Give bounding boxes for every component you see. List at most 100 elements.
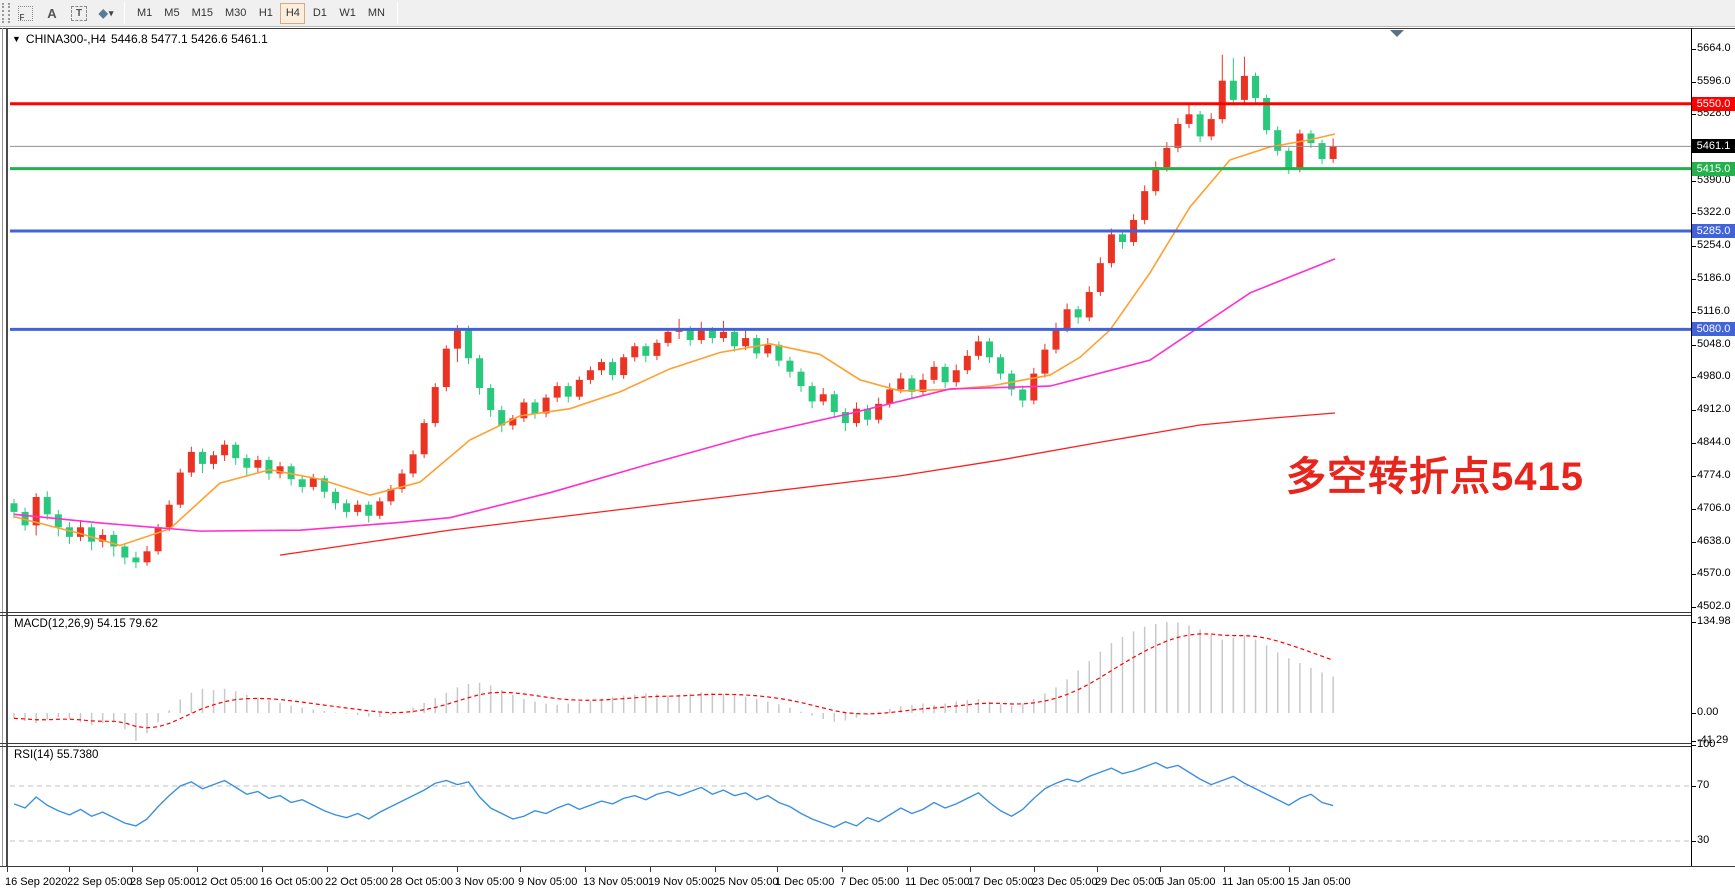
time-axis-tick (392, 867, 393, 872)
cycle-arrows-icon[interactable]: ◆ ▾ (98, 6, 114, 20)
price-badge-5550.0: 5550.0 (1692, 96, 1735, 111)
candles-layer (10, 54, 1337, 569)
dropdown-caret-icon: ▾ (108, 7, 114, 18)
axis-tick-label: -41.29 (1697, 733, 1729, 746)
time-axis-label: 28 Sep 05:00 (130, 876, 196, 888)
axis-tick-label: 5254.0 (1697, 238, 1731, 251)
text-frame-glyph: T (71, 5, 87, 21)
toolbar-separator (396, 2, 398, 24)
timeframe-button-d1[interactable]: D1 (312, 7, 327, 19)
time-axis-label: 7 Dec 05:00 (840, 876, 900, 888)
axis-tick-label: 5116.0 (1697, 305, 1730, 318)
time-axis-label: 17 Dec 05:00 (968, 876, 1034, 888)
dotted-grid-f-glyph: F (17, 5, 33, 22)
axis-tick-label: 5048.0 (1697, 337, 1731, 350)
time-axis-label: 22 Sep 05:00 (67, 876, 133, 888)
time-axis-label: 12 Oct 05:00 (195, 876, 258, 888)
chart-title-symbol: CHINA300-,H4 (25, 32, 106, 46)
chart-text-annotation[interactable]: 多空转折点5415 (1286, 455, 1584, 499)
axis-tick-label: 4502.0 (1697, 599, 1731, 612)
price-badge-5080.0: 5080.0 (1692, 322, 1735, 337)
time-axis-tick (457, 867, 458, 872)
time-axis-label: 23 Dec 05:00 (1032, 876, 1098, 888)
toolbar-grip[interactable] (2, 3, 10, 23)
time-axis-label: 11 Jan 05:00 (1222, 876, 1285, 888)
toolbar: F A T ◆ ▾ M1 M5 M15 M30 H1 H4 D1 W1 MN (0, 0, 1735, 27)
axis-tick-label: 4844.0 (1697, 435, 1731, 448)
time-axis-tick (262, 867, 263, 872)
chart-shift-marker-icon[interactable] (1390, 30, 1404, 37)
time-axis-tick (69, 867, 70, 872)
axis-tick (1691, 740, 1696, 742)
panel-separator-macd-rsi-2 (0, 746, 1691, 747)
timeframe-button-group: M1 M5 M15 M30 H1 H4 D1 W1 MN (131, 2, 391, 24)
time-axis-tick (1160, 867, 1161, 872)
chart-window: ▼ CHINA300-,H4 5446.8 5477.1 5426.6 5461… (0, 28, 1735, 895)
timeframe-button-h4[interactable]: H4 (280, 2, 306, 24)
axis-tick (1691, 278, 1696, 280)
axis-tick-label: 4706.0 (1697, 502, 1731, 515)
timeframe-button-m1[interactable]: M1 (137, 7, 153, 19)
axis-tick (1691, 841, 1696, 842)
time-axis-tick (327, 867, 328, 872)
axis-tick-label: 5186.0 (1697, 271, 1731, 284)
time-axis-tick (715, 867, 716, 872)
time-axis-label: 16 Sep 2020 (5, 876, 68, 888)
time-axis-tick (650, 867, 651, 872)
time-axis-tick (1034, 867, 1035, 872)
timeframe-button-m15[interactable]: M15 (191, 7, 213, 19)
panel-separator-main-macd[interactable] (0, 612, 1691, 613)
dotted-grid-f-icon[interactable]: F (13, 2, 37, 24)
axis-tick-label: 4912.0 (1697, 403, 1731, 416)
time-axis-tick (1289, 867, 1290, 872)
axis-tick (1691, 442, 1696, 444)
axis-tick (1691, 606, 1696, 608)
axis-tick (1691, 509, 1696, 511)
axis-tick-label: 134.98 (1697, 615, 1731, 628)
axis-tick (1691, 622, 1696, 624)
time-axis-tick (907, 867, 908, 872)
axis-tick-label: 4638.0 (1697, 534, 1731, 547)
symbol-dropdown-triangle-icon[interactable]: ▼ (12, 34, 21, 44)
axis-tick-label: 4980.0 (1697, 370, 1731, 383)
axis-tick (1691, 541, 1696, 543)
axis-tick-label: 4570.0 (1697, 567, 1731, 580)
axis-tick (1691, 344, 1696, 346)
axis-tick (1691, 245, 1696, 247)
axis-tick (1691, 476, 1696, 478)
panel-separator-macd-rsi[interactable] (0, 743, 1691, 744)
panel-separator-main-macd-2 (0, 615, 1691, 616)
timeframe-button-m5[interactable]: M5 (164, 7, 180, 19)
timeframe-button-h1[interactable]: H1 (258, 7, 273, 19)
price-axis-border (1691, 28, 1692, 866)
price-badge-5415.0: 5415.0 (1692, 161, 1735, 176)
axis-tick-label: 5664.0 (1697, 42, 1731, 54)
time-axis-tick (1097, 867, 1098, 872)
time-axis-label: 3 Nov 05:00 (455, 876, 515, 888)
chart-canvas[interactable] (0, 28, 1735, 866)
text-label-icon[interactable]: A (47, 5, 57, 21)
macd-indicator-label: MACD(12,26,9) 54.15 79.62 (14, 618, 158, 630)
axis-tick-label: 30 (1697, 834, 1710, 846)
time-axis-label: 22 Oct 05:00 (325, 876, 388, 888)
axis-tick-label: 70 (1697, 779, 1710, 791)
time-axis-label: 29 Dec 05:00 (1095, 876, 1161, 888)
axis-tick-label: 5596.0 (1697, 74, 1731, 87)
time-axis-label: 19 Nov 05:00 (648, 876, 714, 888)
time-axis-label: 15 Jan 05:00 (1287, 876, 1351, 888)
time-axis-label: 13 Nov 05:00 (583, 876, 649, 888)
time-axis-tick (197, 867, 198, 872)
time-axis-label: 16 Oct 05:00 (260, 876, 323, 888)
timeframe-button-mn[interactable]: MN (367, 7, 385, 19)
time-axis-label: 9 Nov 05:00 (518, 876, 578, 888)
timeframe-button-m30[interactable]: M30 (224, 7, 247, 19)
time-axis-tick (132, 867, 133, 872)
axis-tick-label: 5322.0 (1697, 206, 1731, 219)
axis-tick (1691, 574, 1696, 576)
time-axis[interactable]: 16 Sep 2020 22 Sep 05:00 28 Sep 05:00 12 Oc… (0, 866, 1735, 895)
timeframe-button-w1[interactable]: W1 (339, 7, 356, 19)
text-frame-icon[interactable]: T (67, 2, 91, 24)
time-axis-label: 28 Oct 05:00 (390, 876, 453, 888)
axis-tick (1691, 81, 1696, 83)
rsi-indicator-label: RSI(14) 55.7380 (14, 749, 99, 761)
